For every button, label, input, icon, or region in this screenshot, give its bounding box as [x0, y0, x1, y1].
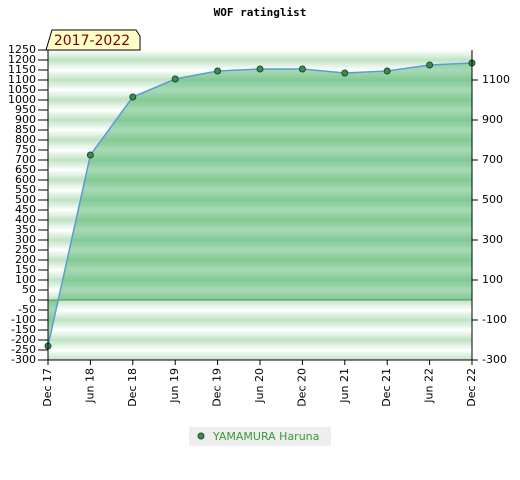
x-tick-label: Dec 18 — [126, 368, 139, 407]
x-tick-label: Jun 20 — [253, 368, 266, 404]
y-tick-label: -200 — [11, 333, 36, 346]
y-tick-label: 0 — [29, 293, 36, 306]
x-tick-label: Jun 22 — [423, 368, 436, 404]
y2-tick-label: 300 — [482, 233, 503, 246]
point — [426, 61, 434, 69]
y-tick-label: 1050 — [8, 83, 36, 96]
point — [86, 151, 94, 159]
y-tick-label: 1100 — [8, 73, 36, 86]
x-tick-label: Jun 21 — [338, 368, 351, 404]
point — [341, 69, 349, 77]
x-tick-label: Dec 19 — [211, 368, 224, 407]
y2-tick-label: 1100 — [482, 73, 510, 86]
x-tick-label: Dec 17 — [41, 368, 54, 407]
y-tick-label: 600 — [15, 173, 36, 186]
area — [48, 63, 472, 346]
badge: 2017-2022 — [54, 33, 130, 49]
legend-marker — [197, 432, 205, 440]
point — [383, 67, 391, 75]
point — [171, 75, 179, 83]
y-tick-label: 700 — [15, 153, 36, 166]
y2-tick-label: 900 — [482, 113, 503, 126]
y-tick-label: 250 — [15, 243, 36, 256]
badge-box — [45, 29, 141, 51]
y-tick-label: 400 — [15, 213, 36, 226]
y-tick-label: -300 — [11, 353, 36, 366]
x-tick-label: Dec 22 — [465, 368, 478, 407]
y-tick-label: 800 — [15, 133, 36, 146]
x-tick-label: Dec 20 — [295, 368, 308, 407]
y-tick-label: -50 — [18, 303, 36, 316]
y-tick-label: 200 — [15, 253, 36, 266]
point — [298, 65, 306, 73]
y-tick-label: 900 — [15, 113, 36, 126]
point — [256, 65, 264, 73]
x-tick-label: Jun 19 — [168, 368, 181, 404]
y2-tick-label: 700 — [482, 153, 503, 166]
y-tick-label: 100 — [15, 273, 36, 286]
y2-tick-label: 100 — [482, 273, 503, 286]
y-tick-label: 850 — [15, 123, 36, 136]
y-tick-label: 550 — [15, 183, 36, 196]
y-tick-label: -250 — [11, 343, 36, 356]
y-tick-label: 1150 — [8, 63, 36, 76]
chart-title: WOF ratinglist — [214, 6, 307, 19]
y-tick-label: 450 — [15, 203, 36, 216]
y-tick-label: 950 — [15, 103, 36, 116]
y-tick-label: 1200 — [8, 53, 36, 66]
legend-box — [189, 427, 331, 446]
y-tick-label: -100 — [11, 313, 36, 326]
y-tick-label: 350 — [15, 223, 36, 236]
y2-tick-label: -300 — [482, 353, 507, 366]
y-tick-label: -150 — [11, 323, 36, 336]
y-tick-label: 500 — [15, 193, 36, 206]
point — [214, 67, 222, 75]
y-tick-label: 150 — [15, 263, 36, 276]
x-tick-label: Dec 21 — [380, 368, 393, 407]
y-tick-label: 50 — [22, 283, 36, 296]
legend-label: YAMAMURA Haruna — [212, 430, 319, 443]
y2-tick-label: -100 — [482, 313, 507, 326]
y-tick-label: 1000 — [8, 93, 36, 106]
y-tick-label: 1250 — [8, 43, 36, 56]
x-tick-label: Jun 18 — [83, 368, 96, 404]
point — [129, 93, 137, 101]
plot-background — [48, 50, 472, 360]
y-tick-label: 750 — [15, 143, 36, 156]
y-tick-label: 300 — [15, 233, 36, 246]
y2-tick-label: 500 — [482, 193, 503, 206]
y-tick-label: 650 — [15, 163, 36, 176]
